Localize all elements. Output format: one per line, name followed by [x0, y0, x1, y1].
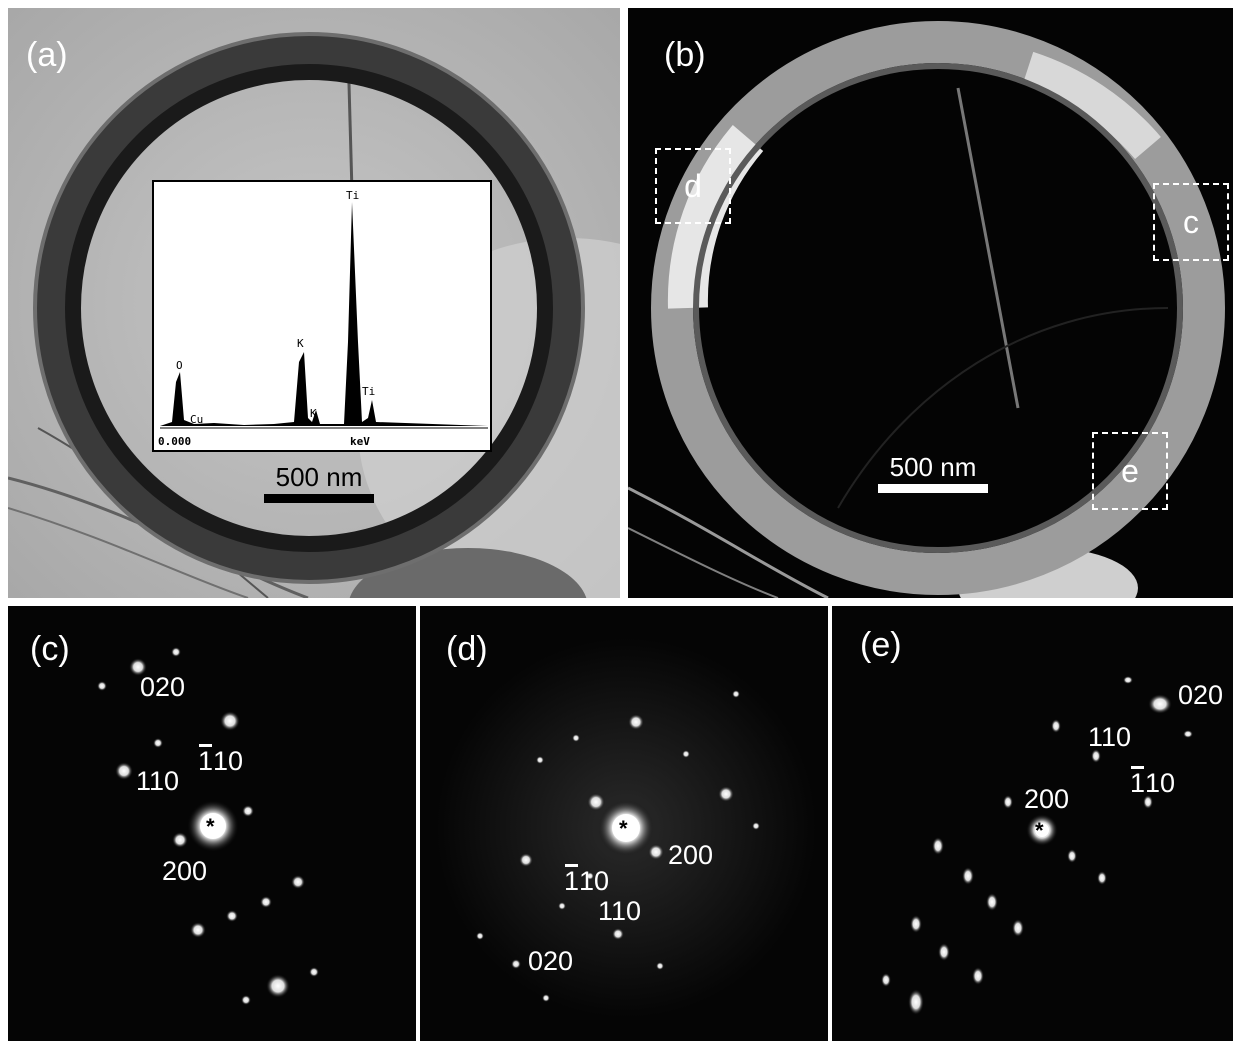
diffraction-pattern-d: [420, 606, 828, 1041]
panel-c-diffraction: (c) * 020 110 110 200: [8, 606, 416, 1041]
scale-bar-b: 500 nm: [878, 454, 988, 493]
index-bar110-c-rest: 10: [213, 746, 244, 776]
bar-digit: 1: [198, 744, 214, 776]
index-020-d: 020: [528, 946, 574, 976]
index-200-d: 200: [668, 840, 714, 870]
bar-digit: 1: [564, 864, 580, 896]
eds-peak-k1: K: [297, 337, 304, 350]
index-bar110-e-rest: 10: [1145, 768, 1176, 798]
scale-bar-a-line: [264, 494, 374, 503]
panel-e-label: (e): [860, 626, 902, 664]
bright-field-image: [8, 8, 620, 598]
index-bar110-e: 110: [1130, 766, 1176, 798]
index-bar110-c: 110: [198, 744, 244, 776]
diffraction-pattern-e: [832, 606, 1233, 1041]
eds-spectrum-plot: [160, 202, 488, 429]
scale-bar-a-label: 500 nm: [275, 462, 363, 492]
index-bar110-d: 110: [564, 864, 610, 896]
eds-peak-ti1: Ti: [346, 189, 360, 202]
index-020-e: 020: [1178, 680, 1224, 710]
eds-spectrum-inset: O Cu K K Ti Ti 0.000 keV: [152, 180, 492, 452]
bar-digit: 1: [1130, 766, 1146, 798]
eds-peak-cu: Cu: [190, 413, 204, 426]
scale-bar-b-label: 500 nm: [889, 452, 977, 482]
index-200-e: 200: [1024, 784, 1070, 814]
region-c-box: c: [1153, 183, 1229, 261]
panel-b-dark-field: (b) d c e 500 nm: [628, 8, 1233, 598]
panel-a-bright-field: (a) O Cu K K Ti Ti 0.000 keV 500 nm: [8, 8, 620, 598]
eds-axis-start: 0.000: [158, 435, 192, 448]
index-110-e: 110: [1088, 722, 1132, 752]
scale-bar-a: 500 nm: [264, 464, 374, 503]
center-beam-marker-d: *: [619, 816, 628, 841]
index-200-c: 200: [162, 856, 208, 886]
panel-c-label: (c): [30, 630, 70, 668]
eds-peak-k2: K: [310, 407, 317, 420]
region-e-box: e: [1092, 432, 1168, 510]
region-d-box: d: [655, 148, 731, 224]
scale-bar-b-line: [878, 484, 988, 493]
index-110-c: 110: [136, 766, 180, 796]
panel-b-label: (b): [664, 36, 706, 74]
panel-a-label: (a): [26, 36, 68, 74]
index-bar110-d-rest: 10: [579, 866, 610, 896]
index-110-d: 110: [598, 896, 642, 926]
center-beam-marker-c: *: [206, 814, 215, 839]
index-020-c: 020: [140, 672, 186, 702]
panel-d-diffraction: (d) * 200 110 110 020: [420, 606, 828, 1041]
dark-field-image: [628, 8, 1233, 598]
panel-d-label: (d): [446, 630, 488, 668]
eds-peak-ti2: Ti: [362, 385, 376, 398]
diffraction-pattern-c: [8, 606, 416, 1041]
eds-peak-o: O: [176, 359, 183, 372]
panel-e-diffraction: (e) * 020 110 110 200: [832, 606, 1233, 1041]
eds-axis-unit: keV: [350, 435, 370, 448]
center-beam-marker-e: *: [1035, 818, 1044, 843]
